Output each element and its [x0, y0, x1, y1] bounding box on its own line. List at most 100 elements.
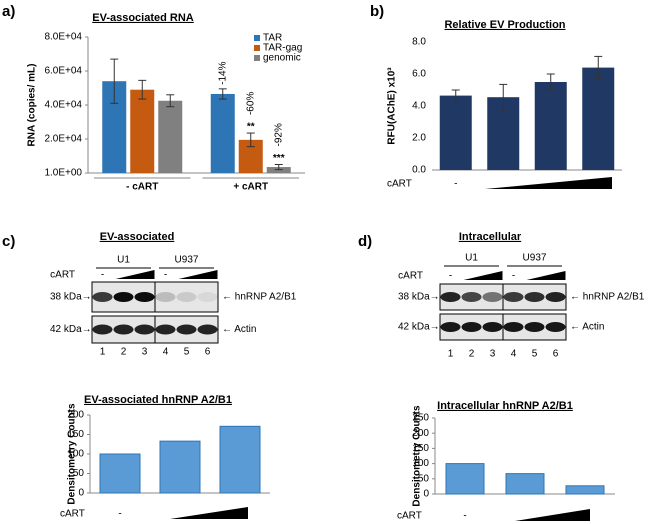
y-tick-label: 0.0: [412, 165, 426, 176]
y-tick-label: 8.0E+04: [44, 32, 82, 43]
y-axis-label: Densitometry Counts: [412, 405, 423, 507]
untreated: -: [164, 270, 167, 281]
size-marker: 38 kDa→: [50, 292, 92, 303]
x-tick-label: - cART: [126, 182, 158, 193]
size-marker: 38 kDa→: [398, 292, 440, 303]
band: [197, 292, 218, 302]
band: [176, 292, 197, 302]
band: [545, 292, 566, 302]
blot-title: EV-associated: [100, 231, 175, 243]
legend-swatch: [254, 45, 260, 51]
band: [503, 292, 524, 302]
y-tick-label: 0: [423, 489, 429, 500]
bar: [219, 425, 261, 494]
y-tick-label: 6.0: [412, 69, 426, 80]
band: [155, 292, 176, 302]
legend-swatch: [254, 35, 260, 41]
y-tick-label: 6.0E+04: [44, 66, 82, 77]
y-tick-label: 2.0E+04: [44, 134, 82, 145]
x-axis-label: cART: [397, 511, 422, 522]
protein-label: ← Actin: [570, 322, 604, 333]
lane-number: 5: [532, 349, 538, 360]
treatment-label: cART: [398, 271, 423, 282]
size-marker: 42 kDa→: [398, 322, 440, 333]
x-axis-label: cART: [60, 509, 85, 520]
panel-label: c): [2, 233, 15, 250]
band: [461, 292, 482, 302]
y-tick-label: 200: [67, 410, 84, 421]
y-tick-label: 250: [412, 413, 429, 424]
band: [503, 322, 524, 332]
percent-label: -60%: [245, 92, 256, 115]
lane-number: 5: [184, 347, 190, 358]
protein-label: ← Actin: [222, 324, 256, 335]
lane-number: 1: [448, 349, 454, 360]
bar: [158, 100, 183, 173]
bar: [439, 95, 472, 170]
untreated: -: [512, 271, 515, 282]
band: [134, 324, 155, 335]
y-tick-label: 100: [67, 449, 84, 460]
band: [134, 292, 155, 302]
band: [524, 292, 545, 302]
lane-number: 6: [553, 349, 559, 360]
bar: [582, 67, 615, 170]
band: [113, 324, 134, 335]
y-tick-label: 200: [412, 428, 429, 439]
panel-label: a): [2, 3, 15, 20]
bar: [130, 89, 155, 173]
legend-swatch: [254, 55, 260, 61]
legend-label: TAR: [263, 33, 282, 44]
size-marker: 42 kDa→: [50, 324, 92, 335]
protein-label: ← hnRNP A2/B1: [570, 292, 645, 303]
chart-title: Intracellular hnRNP A2/B1: [437, 400, 573, 412]
ramp: [485, 177, 612, 189]
untreated: -: [449, 271, 452, 282]
significance: **: [247, 122, 255, 133]
percent-label: -14%: [217, 61, 228, 84]
x-tick-label: -: [463, 511, 466, 522]
y-tick-label: 4.0E+04: [44, 100, 82, 111]
panel-label: d): [358, 233, 372, 250]
significance: ***: [273, 153, 285, 164]
band: [92, 324, 113, 335]
x-tick-label: -: [118, 509, 121, 520]
y-axis-label: Densitometry Counts: [67, 403, 78, 505]
y-tick-label: 0: [78, 488, 84, 499]
band: [440, 322, 461, 332]
band: [482, 322, 503, 332]
y-axis-label: RNA (copies/ mL): [27, 64, 38, 147]
ramp: [115, 270, 155, 279]
y-tick-label: 2.0: [412, 133, 426, 144]
y-tick-label: 150: [67, 429, 84, 440]
band: [545, 322, 566, 332]
cell-line: U937: [175, 255, 199, 266]
lane-number: 2: [469, 349, 475, 360]
cell-line: U1: [465, 253, 478, 264]
band: [92, 292, 113, 302]
y-tick-label: 50: [73, 468, 85, 479]
protein-label: ← hnRNP A2/B1: [222, 292, 297, 303]
band: [482, 292, 503, 302]
lane-number: 4: [163, 347, 169, 358]
band: [176, 324, 197, 335]
panel-label: b): [370, 3, 384, 20]
chart-title: Relative EV Production: [444, 19, 565, 31]
x-axis-label: cART: [387, 179, 412, 190]
y-tick-label: 1.0E+00: [44, 168, 82, 179]
bar: [210, 93, 235, 173]
lane-number: 4: [511, 349, 517, 360]
x-tick-label: + cART: [233, 182, 268, 193]
ramp: [170, 507, 248, 519]
y-tick-label: 8.0: [412, 37, 426, 48]
chart-title: EV-associated RNA: [92, 12, 194, 24]
lane-number: 3: [142, 347, 148, 358]
y-axis-label: RFU(AChE) x10³: [387, 67, 398, 145]
ramp: [515, 509, 590, 521]
band: [155, 324, 176, 335]
legend-label: genomic: [263, 53, 301, 64]
cell-line: U1: [117, 255, 130, 266]
band: [197, 324, 218, 335]
treatment-label: cART: [50, 270, 75, 281]
